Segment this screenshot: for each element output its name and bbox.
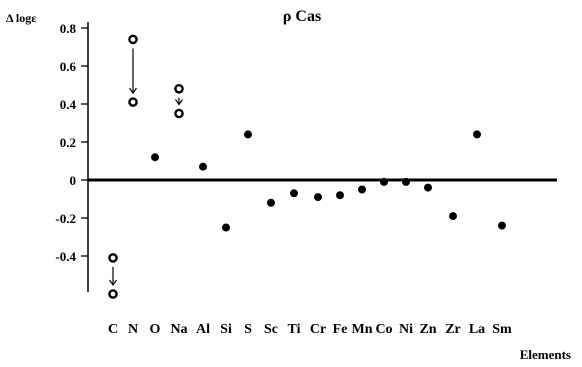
x-tick-label: La — [469, 322, 485, 337]
data-point — [244, 130, 252, 139]
y-tick-label: -0.4 — [55, 249, 76, 264]
y-tick-label: 0.2 — [60, 135, 76, 150]
data-point — [314, 193, 322, 202]
data-point — [380, 177, 388, 186]
x-tick-labels: C N O Na Al Si S Sc Ti Cr Fe Mn Co Ni Zn Zr La Sm — [108, 322, 512, 337]
x-tick-label: C — [108, 322, 118, 337]
data-point — [151, 153, 159, 162]
x-tick-label: Fe — [333, 322, 348, 337]
open-data-point — [108, 253, 118, 263]
data-point — [222, 223, 230, 232]
arrow-head — [129, 87, 137, 95]
x-tick-label: Si — [220, 322, 232, 337]
y-tick-label: 0.8 — [60, 21, 77, 36]
arrow-head — [109, 279, 117, 287]
x-tick-label: Al — [196, 322, 210, 337]
y-tick-label: 0.4 — [60, 97, 77, 112]
x-tick-label: Zn — [419, 322, 436, 337]
y-ticks: 0.8 0.6 0.4 0.2 0 -0.2 -0.4 — [55, 21, 88, 264]
x-tick-label: O — [150, 322, 161, 337]
data-point — [267, 198, 275, 207]
data-point — [290, 189, 298, 198]
data-point — [449, 212, 457, 221]
open-data-point — [108, 289, 118, 299]
y-tick-label: 0.6 — [60, 59, 77, 74]
x-tick-label: Cr — [310, 322, 326, 337]
arrows — [109, 48, 183, 287]
x-tick-label: Ni — [399, 322, 413, 337]
data-point — [402, 177, 410, 186]
x-tick-label: N — [128, 322, 138, 337]
y-tick-label: -0.2 — [55, 211, 76, 226]
data-point — [199, 162, 207, 171]
arrow-head — [175, 99, 183, 106]
x-tick-label: Co — [375, 322, 392, 337]
open-data-point — [128, 34, 138, 45]
data-point — [498, 221, 506, 230]
x-tick-label: Mn — [352, 322, 373, 337]
data-point — [473, 130, 481, 139]
x-tick-label: Na — [170, 322, 187, 337]
x-tick-label: Ti — [288, 322, 301, 337]
x-tick-label: S — [244, 322, 252, 337]
y-axis-label: Δ logε — [6, 11, 36, 25]
data-point — [424, 183, 432, 192]
y-tick-label: 0 — [70, 173, 77, 188]
open-data-point — [174, 84, 184, 94]
open-data-point — [174, 108, 184, 119]
x-tick-label: Zr — [445, 322, 461, 337]
x-tick-label: Sm — [492, 322, 512, 337]
chart-title: ρ Cas — [283, 8, 321, 25]
data-points — [108, 34, 506, 299]
open-data-point — [128, 97, 138, 107]
x-tick-label: Sc — [264, 322, 278, 337]
x-axis-label: Elements — [520, 347, 571, 362]
data-point — [358, 185, 366, 194]
data-point — [336, 191, 344, 200]
